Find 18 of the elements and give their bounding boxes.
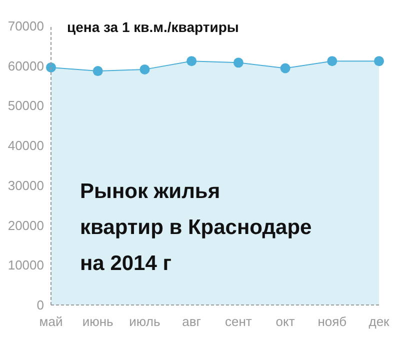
y-tick-label: 40000 [8,138,44,154]
y-tick-label: 60000 [8,58,44,74]
x-tick-label: окт [276,314,295,329]
y-tick-label: 20000 [8,218,44,233]
y-tick-label: 10000 [8,258,44,273]
y-tick-label: 30000 [8,178,44,193]
y-tick-label: 0 [36,298,44,312]
x-tick-label: авг [182,314,202,329]
x-tick-label: дек [368,314,390,329]
x-tick-label: июнь [82,314,114,329]
x-tick-label: май [39,314,63,329]
annotation: Рынок жилья квартир в Краснодаре на 2014 г [80,180,312,275]
x-tick-label: нояб [318,314,347,329]
y-tick-label: 50000 [8,98,44,114]
y-tick-label: 70000 [8,18,44,34]
x-tick-label: июль [129,314,160,329]
chart-title: цена за 1 кв.м./квартиры [67,19,239,35]
x-tick-label: сент [224,314,252,329]
